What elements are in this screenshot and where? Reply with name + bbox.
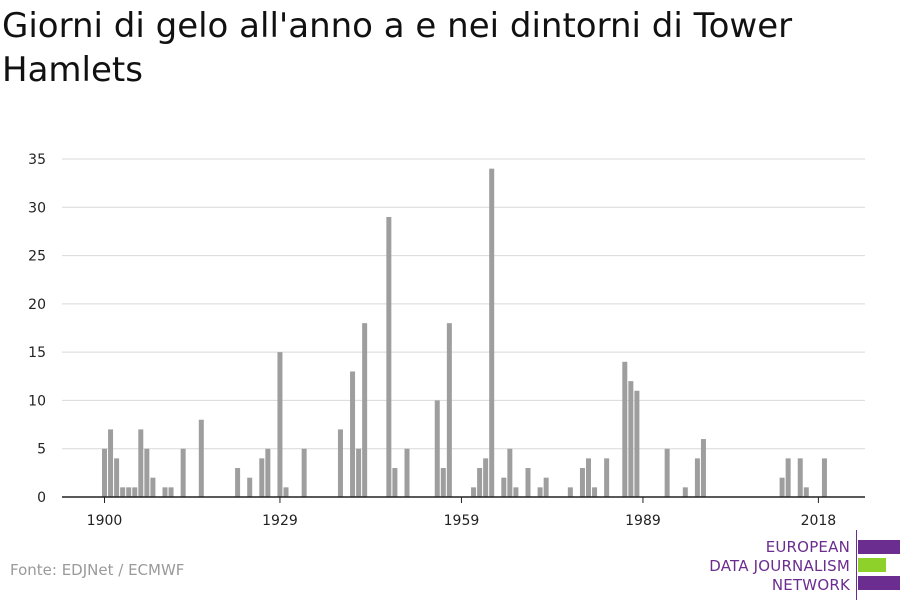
logo-bar-green <box>858 558 886 572</box>
y-tick-label: 35 <box>28 152 46 168</box>
bar-1979[interactable] <box>579 468 585 497</box>
bar-1907[interactable] <box>144 448 150 497</box>
bar-1942[interactable] <box>356 448 362 497</box>
logo-line-1: EUROPEAN <box>765 538 850 556</box>
bar-1961[interactable] <box>471 487 477 497</box>
grid-lines <box>62 158 865 450</box>
bar-1956[interactable] <box>440 468 446 497</box>
bar-1996[interactable] <box>682 487 688 497</box>
bar-1967[interactable] <box>507 448 513 497</box>
bars <box>102 168 827 497</box>
bar-1962[interactable] <box>477 468 483 497</box>
bar-1987[interactable] <box>628 381 634 497</box>
bar-1955[interactable] <box>434 400 440 497</box>
bar-1903[interactable] <box>120 487 126 497</box>
bar-1977[interactable] <box>567 487 573 497</box>
bar-1902[interactable] <box>114 458 120 497</box>
bar-1986[interactable] <box>622 361 628 497</box>
bar-1906[interactable] <box>138 429 144 497</box>
y-tick-label: 30 <box>28 200 46 216</box>
x-tick-label: 1929 <box>262 513 298 529</box>
bar-1900[interactable] <box>102 448 107 497</box>
bar-1983[interactable] <box>604 458 610 497</box>
bar-1968[interactable] <box>513 487 519 497</box>
x-axis-ticks: 1900 1929 1959 1989 2018 <box>87 497 837 529</box>
logo-divider <box>856 530 857 600</box>
bar-1901[interactable] <box>108 429 114 497</box>
y-tick-label: 15 <box>28 345 46 361</box>
edjnet-logo[interactable]: EUROPEAN DATA JOURNALISM NETWORK <box>650 530 900 600</box>
bar-1926[interactable] <box>259 458 265 497</box>
x-tick-label: 1900 <box>87 513 123 529</box>
bar-1964[interactable] <box>489 168 495 497</box>
x-tick-label: 1959 <box>444 513 480 529</box>
bar-1963[interactable] <box>483 458 489 497</box>
bar-1941[interactable] <box>350 371 356 497</box>
logo-line-2: DATA JOURNALISM <box>709 557 850 575</box>
bar-1970[interactable] <box>525 468 531 497</box>
bar-1972[interactable] <box>537 487 543 497</box>
x-tick-label: 1989 <box>625 513 661 529</box>
bar-1910[interactable] <box>162 487 168 497</box>
y-tick-label: 5 <box>37 442 46 458</box>
logo-line-3: NETWORK <box>771 576 850 594</box>
bar-1988[interactable] <box>634 390 640 497</box>
bar-1905[interactable] <box>132 487 138 497</box>
bar-1913[interactable] <box>180 448 186 497</box>
y-tick-label: 25 <box>28 249 46 265</box>
bar-1908[interactable] <box>150 477 156 497</box>
logo-text: EUROPEAN DATA JOURNALISM NETWORK <box>709 538 850 595</box>
bar-2019[interactable] <box>821 458 827 497</box>
bar-1939[interactable] <box>337 429 343 497</box>
bar-1929[interactable] <box>277 352 283 497</box>
bar-1933[interactable] <box>301 448 307 497</box>
bar-2013[interactable] <box>785 458 791 497</box>
bar-1927[interactable] <box>265 448 271 497</box>
bar-1948[interactable] <box>392 468 398 497</box>
bar-1950[interactable] <box>404 448 410 497</box>
bar-1981[interactable] <box>592 487 598 497</box>
bar-1924[interactable] <box>247 477 253 497</box>
bar-1966[interactable] <box>501 477 507 497</box>
x-tick-label: 2018 <box>801 513 837 529</box>
bar-2012[interactable] <box>779 477 785 497</box>
bar-1957[interactable] <box>446 323 452 497</box>
y-tick-label: 20 <box>28 297 46 313</box>
bar-1930[interactable] <box>283 487 289 497</box>
y-tick-label: 10 <box>28 393 46 409</box>
logo-bar-purple-top <box>858 540 900 554</box>
logo-bar-purple-bottom <box>858 576 900 590</box>
bar-1922[interactable] <box>235 468 241 497</box>
source-note: Fonte: EDJNet / ECMWF <box>10 561 185 579</box>
bar-1947[interactable] <box>386 216 392 497</box>
bar-1999[interactable] <box>700 439 706 497</box>
bar-1998[interactable] <box>694 458 700 497</box>
bar-1911[interactable] <box>168 487 174 497</box>
bar-1943[interactable] <box>362 323 368 497</box>
bar-1916[interactable] <box>198 419 204 497</box>
bar-1973[interactable] <box>543 477 549 497</box>
bar-1904[interactable] <box>126 487 132 497</box>
y-axis-ticks: 0 5 10 15 20 25 30 35 <box>28 152 46 506</box>
y-tick-label: 0 <box>37 490 46 506</box>
chart-title: Giorni di gelo all'anno a e nei dintorni… <box>2 6 793 90</box>
bar-1980[interactable] <box>586 458 591 497</box>
bar-2016[interactable] <box>803 487 809 497</box>
bar-2015[interactable] <box>797 458 803 497</box>
bar-1993[interactable] <box>664 448 670 497</box>
